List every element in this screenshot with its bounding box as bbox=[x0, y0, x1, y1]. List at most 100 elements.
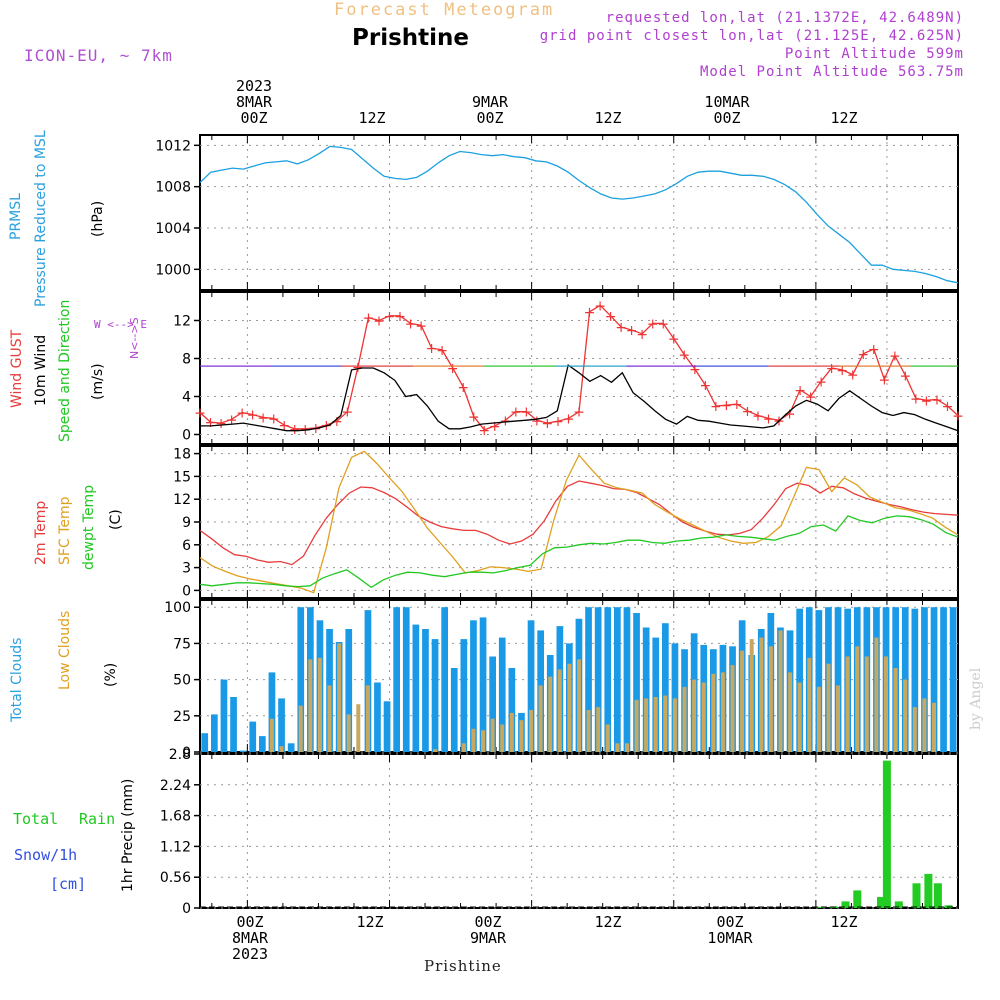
gust-marker: + bbox=[710, 399, 722, 415]
low-cloud-bar bbox=[298, 705, 303, 752]
low-cloud-bar bbox=[634, 699, 639, 752]
model-name: ICON-EU, ~ 7km bbox=[24, 46, 173, 65]
grid-point-coords: grid point closest lon,lat (21.125E, 42.… bbox=[539, 28, 964, 44]
gust-marker: + bbox=[331, 414, 343, 430]
low-cloud-bar bbox=[912, 707, 917, 752]
y-tick-label: 75 bbox=[173, 636, 191, 652]
low-cloud-bar bbox=[816, 686, 821, 752]
y-tick-label: 100 bbox=[164, 600, 191, 616]
y-tick-label: 1008 bbox=[155, 180, 191, 196]
y-tick-label: 0.56 bbox=[160, 870, 191, 886]
gust-marker: + bbox=[552, 414, 564, 430]
prmsl-line bbox=[199, 145, 959, 284]
gust-marker: + bbox=[952, 409, 964, 425]
low-cloud-bar bbox=[864, 656, 869, 752]
bottom-axis-time: 00Z bbox=[236, 913, 264, 931]
total-cloud-bar bbox=[230, 697, 237, 752]
y-tick-label: 6 bbox=[182, 538, 191, 554]
total-cloud-bar bbox=[345, 629, 353, 752]
low-cloud-bar bbox=[788, 672, 793, 752]
low-cloud-bar bbox=[500, 724, 505, 752]
gust-marker: + bbox=[889, 349, 901, 365]
low-cloud-bar bbox=[490, 718, 495, 752]
gust-marker: + bbox=[899, 369, 911, 385]
low-cloud-bar bbox=[720, 672, 725, 752]
low-cloud-bar bbox=[519, 720, 524, 752]
gust-marker: + bbox=[794, 383, 806, 399]
bottom-axis-date: 9MAR bbox=[469, 929, 507, 947]
gust-marker: + bbox=[752, 409, 764, 425]
total-cloud-bar bbox=[633, 613, 640, 752]
gust-marker: + bbox=[784, 407, 796, 423]
y-tick-label: 1004 bbox=[155, 221, 191, 237]
gust-marker: + bbox=[805, 390, 817, 406]
low-cloud-bar bbox=[567, 663, 572, 752]
gust-marker: + bbox=[415, 318, 427, 334]
low-cloud-bar bbox=[529, 710, 533, 752]
gust-marker: + bbox=[699, 378, 711, 394]
low-cloud-bar bbox=[845, 656, 850, 752]
top-axis-time: 00Z bbox=[240, 109, 268, 127]
total-cloud-bar bbox=[921, 607, 928, 752]
low-cloud-bar bbox=[807, 657, 812, 752]
top-axis-label: 10MAR 00Z bbox=[692, 94, 762, 126]
low-cloud-bar bbox=[884, 656, 888, 752]
low-cloud-bar bbox=[557, 669, 562, 752]
gust-marker: + bbox=[531, 413, 543, 429]
total-cloud-bar bbox=[239, 750, 247, 752]
total-cloud-bar bbox=[940, 607, 947, 752]
low-cloud-bar bbox=[644, 698, 649, 752]
gust-marker: + bbox=[373, 314, 385, 330]
snow-label: Snow/1h bbox=[14, 846, 78, 864]
y-tick-label: 12 bbox=[173, 492, 191, 508]
gust-marker: + bbox=[573, 405, 585, 421]
total-cloud-bar bbox=[259, 736, 266, 752]
precip-bar bbox=[877, 897, 885, 908]
low-cloud-bar bbox=[653, 697, 658, 752]
top-axis-label: 12Z bbox=[578, 110, 638, 126]
top-axis-time: 00Z bbox=[713, 109, 741, 127]
gust-marker: + bbox=[426, 341, 438, 357]
gust-marker: + bbox=[457, 380, 469, 396]
model-point-altitude: Model Point Altitude 563.75m bbox=[699, 64, 964, 80]
low-cloud-bar bbox=[749, 639, 754, 752]
gust-marker: + bbox=[731, 397, 743, 413]
y-tick-label: 1012 bbox=[155, 138, 191, 154]
compass-we: W <--> E bbox=[94, 318, 147, 331]
location-title: Prishtine bbox=[352, 25, 469, 51]
y-tick-label: 8 bbox=[182, 352, 191, 368]
total-cloud-bar bbox=[652, 637, 660, 752]
y-tick-label: 1.68 bbox=[160, 809, 191, 825]
low-cloud-bar bbox=[855, 646, 860, 752]
y-tick-label: 15 bbox=[173, 469, 191, 485]
y-tick-label: 12 bbox=[173, 314, 191, 330]
precip-bar bbox=[924, 873, 933, 908]
temp-2m-line bbox=[199, 480, 959, 566]
y-tick-label: 0 bbox=[182, 428, 191, 444]
low-cloud-bar bbox=[433, 749, 438, 752]
point-altitude: Point Altitude 599m bbox=[784, 46, 964, 62]
gust-marker: + bbox=[678, 348, 690, 364]
y-tick-label: 3 bbox=[182, 561, 191, 577]
low-cloud-bar bbox=[836, 685, 840, 752]
low-cloud-bar bbox=[327, 685, 332, 752]
total-cloud-bar bbox=[393, 607, 400, 752]
total-cloud-bar bbox=[431, 639, 439, 752]
gust-marker: + bbox=[436, 343, 448, 359]
precip-bar bbox=[933, 883, 942, 909]
low-cloud-bar bbox=[740, 650, 745, 752]
gust-marker: + bbox=[615, 320, 627, 336]
total-cloud-bar bbox=[402, 607, 410, 752]
y-tick-label: 0 bbox=[182, 745, 191, 761]
low-cloud-bar bbox=[759, 637, 764, 752]
total-cloud-bar bbox=[201, 733, 209, 752]
gust-marker: + bbox=[447, 361, 459, 377]
total-cloud-bar bbox=[594, 607, 602, 752]
gust-marker: + bbox=[878, 372, 890, 388]
gust-marker: + bbox=[910, 391, 922, 407]
temp-sfc-line bbox=[199, 450, 959, 594]
gust-marker: + bbox=[605, 309, 617, 325]
gust-marker: + bbox=[763, 411, 775, 427]
total-cloud-bar bbox=[949, 607, 957, 752]
low-cloud-bar bbox=[932, 702, 936, 752]
